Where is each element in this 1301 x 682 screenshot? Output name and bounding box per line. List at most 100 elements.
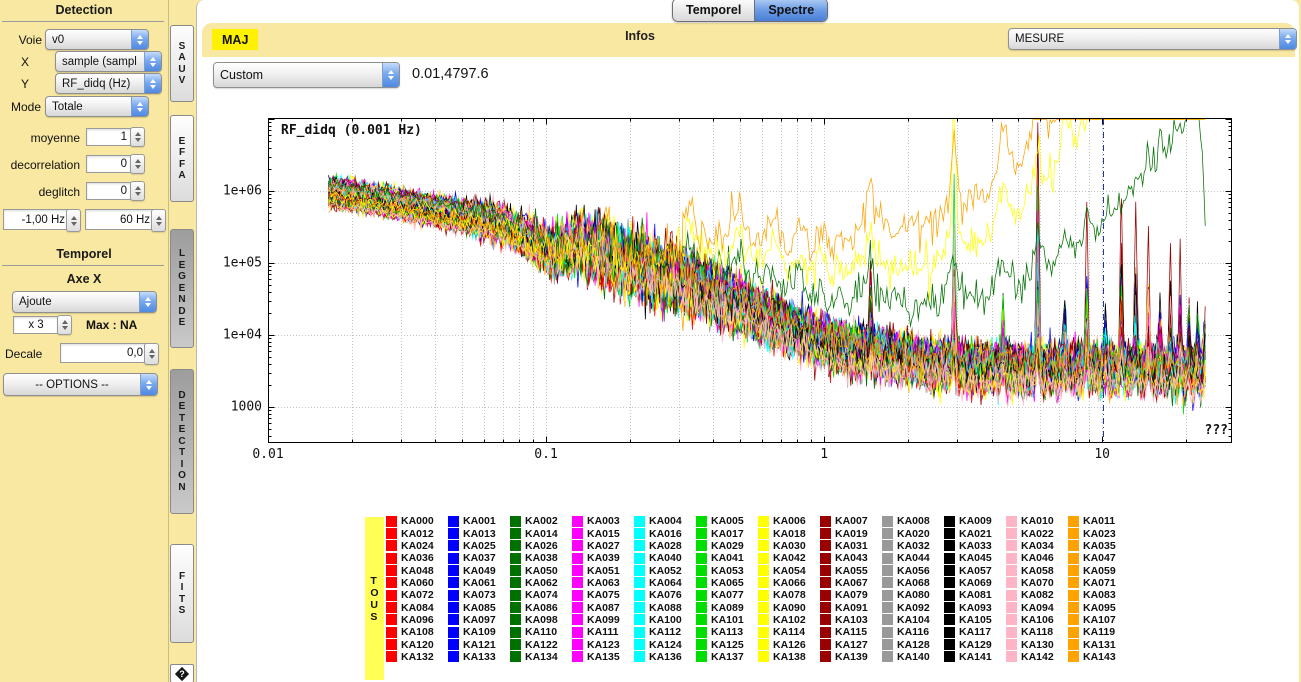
- moyenne-stepper[interactable]: [130, 127, 145, 147]
- tab-temporel[interactable]: Temporel: [673, 0, 755, 21]
- ajoute-select[interactable]: Ajoute: [12, 291, 157, 313]
- legend-item[interactable]: KA053: [696, 565, 758, 577]
- freq-max-stepper[interactable]: [151, 209, 166, 232]
- legend-item[interactable]: KA033: [944, 540, 1006, 552]
- legend-item[interactable]: KA126: [758, 639, 820, 651]
- legend-item[interactable]: KA062: [510, 577, 572, 589]
- legend-item[interactable]: KA026: [510, 540, 572, 552]
- legend-item[interactable]: KA071: [1068, 577, 1130, 589]
- legend-item[interactable]: KA111: [572, 626, 634, 638]
- legend-item[interactable]: KA105: [944, 614, 1006, 626]
- legend-item[interactable]: KA005: [696, 515, 758, 527]
- legend-item[interactable]: KA132: [386, 651, 448, 663]
- help-button[interactable]: ?: [170, 664, 194, 682]
- legend-item[interactable]: KA141: [944, 651, 1006, 663]
- legend-item[interactable]: KA106: [1006, 614, 1068, 626]
- decorrelation-stepper[interactable]: [130, 154, 145, 174]
- legend-item[interactable]: KA133: [448, 651, 510, 663]
- x3-field[interactable]: x 3: [13, 316, 59, 334]
- legend-item[interactable]: KA078: [758, 589, 820, 601]
- legend-item[interactable]: KA139: [820, 651, 882, 663]
- legend-item[interactable]: KA017: [696, 528, 758, 540]
- freq-max-field[interactable]: 60 Hz: [85, 209, 155, 230]
- legend-item[interactable]: KA044: [882, 552, 944, 564]
- freq-min-stepper[interactable]: [66, 209, 81, 232]
- legend-item[interactable]: KA000: [386, 515, 448, 527]
- legend-item[interactable]: KA104: [882, 614, 944, 626]
- decale-field[interactable]: 0,0: [60, 343, 148, 363]
- legend-item[interactable]: KA140: [882, 651, 944, 663]
- legend-item[interactable]: KA120: [386, 639, 448, 651]
- legend-item[interactable]: KA060: [386, 577, 448, 589]
- legend-item[interactable]: KA124: [634, 639, 696, 651]
- legend-item[interactable]: KA056: [882, 565, 944, 577]
- legend-item[interactable]: KA047: [1068, 552, 1130, 564]
- legend-item[interactable]: KA054: [758, 565, 820, 577]
- freq-min-field[interactable]: -1,00 Hz: [3, 209, 70, 230]
- legend-item[interactable]: KA019: [820, 528, 882, 540]
- legend-item[interactable]: KA101: [696, 614, 758, 626]
- legend-item[interactable]: KA121: [448, 639, 510, 651]
- legend-item[interactable]: KA010: [1006, 515, 1068, 527]
- legend-item[interactable]: KA046: [1006, 552, 1068, 564]
- legend-item[interactable]: KA116: [882, 626, 944, 638]
- legend-item[interactable]: KA022: [1006, 528, 1068, 540]
- legend-item[interactable]: KA089: [696, 602, 758, 614]
- legend-item[interactable]: KA127: [820, 639, 882, 651]
- legend-item[interactable]: KA006: [758, 515, 820, 527]
- legend-item[interactable]: KA098: [510, 614, 572, 626]
- legend-item[interactable]: KA114: [758, 626, 820, 638]
- legend-item[interactable]: KA094: [1006, 602, 1068, 614]
- range-preset-select[interactable]: Custom: [213, 62, 400, 88]
- mode-select[interactable]: Totale: [45, 96, 149, 117]
- legend-item[interactable]: KA099: [572, 614, 634, 626]
- legend-item[interactable]: KA011: [1068, 515, 1130, 527]
- legend-item[interactable]: KA103: [820, 614, 882, 626]
- legend-item[interactable]: KA014: [510, 528, 572, 540]
- legend-item[interactable]: KA129: [944, 639, 1006, 651]
- legend-item[interactable]: KA051: [572, 565, 634, 577]
- legend-item[interactable]: KA069: [944, 577, 1006, 589]
- legend-item[interactable]: KA092: [882, 602, 944, 614]
- legend-item[interactable]: KA134: [510, 651, 572, 663]
- legend-item[interactable]: KA080: [882, 589, 944, 601]
- legend-item[interactable]: KA016: [634, 528, 696, 540]
- legend-item[interactable]: KA032: [882, 540, 944, 552]
- legend-item[interactable]: KA097: [448, 614, 510, 626]
- mesure-select[interactable]: MESURE: [1008, 28, 1297, 50]
- decorrelation-field[interactable]: 0: [86, 155, 132, 173]
- legend-item[interactable]: KA008: [882, 515, 944, 527]
- legend-item[interactable]: KA036: [386, 552, 448, 564]
- y-channel-select[interactable]: RF_didq (Hz): [55, 73, 162, 94]
- legend-item[interactable]: KA055: [820, 565, 882, 577]
- legend-item[interactable]: KA082: [1006, 589, 1068, 601]
- legend-item[interactable]: KA041: [696, 552, 758, 564]
- legend-item[interactable]: KA093: [944, 602, 1006, 614]
- legend-item[interactable]: KA108: [386, 626, 448, 638]
- maj-button[interactable]: MAJ: [212, 29, 259, 50]
- legend-item[interactable]: KA090: [758, 602, 820, 614]
- legend-item[interactable]: KA143: [1068, 651, 1130, 663]
- legend-item[interactable]: KA067: [820, 577, 882, 589]
- legend-item[interactable]: KA064: [634, 577, 696, 589]
- legend-item[interactable]: KA122: [510, 639, 572, 651]
- legend-item[interactable]: KA003: [572, 515, 634, 527]
- legend-item[interactable]: KA015: [572, 528, 634, 540]
- legend-item[interactable]: KA007: [820, 515, 882, 527]
- legend-item[interactable]: KA058: [1006, 565, 1068, 577]
- legend-item[interactable]: KA034: [1006, 540, 1068, 552]
- legend-item[interactable]: KA073: [448, 589, 510, 601]
- legend-item[interactable]: KA081: [944, 589, 1006, 601]
- legend-item[interactable]: KA083: [1068, 589, 1130, 601]
- legend-item[interactable]: KA136: [634, 651, 696, 663]
- legend-item[interactable]: KA037: [448, 552, 510, 564]
- legend-item[interactable]: KA024: [386, 540, 448, 552]
- spectrum-plot[interactable]: [268, 118, 1232, 443]
- legend-item[interactable]: KA021: [944, 528, 1006, 540]
- x-channel-select[interactable]: sample (sampl: [55, 51, 162, 72]
- legend-item[interactable]: KA029: [696, 540, 758, 552]
